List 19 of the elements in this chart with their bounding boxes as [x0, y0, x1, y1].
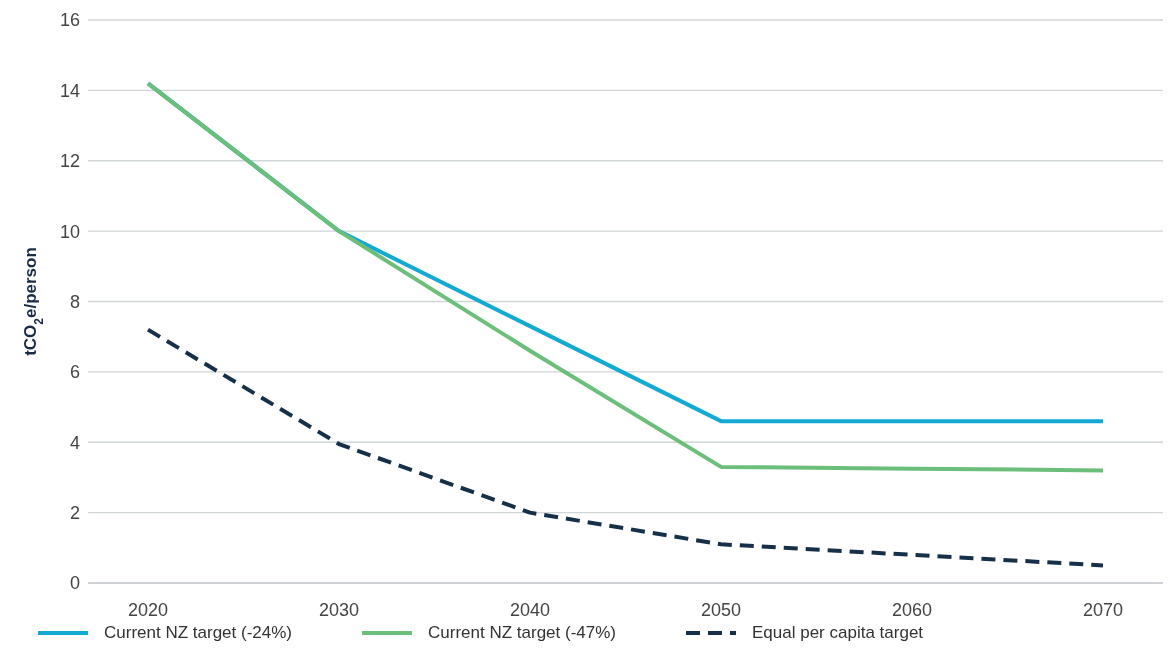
- y-tick-label: 16: [59, 10, 80, 31]
- x-tick-label: 2070: [1082, 599, 1124, 620]
- x-tick-label: 2050: [700, 599, 742, 620]
- y-tick-label: 14: [59, 80, 80, 101]
- legend-label: Equal per capita target: [752, 623, 924, 643]
- x-tick-label: 2020: [127, 599, 169, 620]
- line-series: [146, 327, 1105, 568]
- y-tick-label: 6: [69, 362, 80, 383]
- y-tick-label: 10: [59, 221, 80, 242]
- y-tick-label: 8: [69, 291, 80, 312]
- legend-label: Current NZ target (-47%): [428, 623, 616, 643]
- x-tick-label: 2040: [509, 599, 551, 620]
- y-tick-label: 2: [69, 503, 80, 524]
- x-tick-label: 2060: [891, 599, 933, 620]
- y-tick-label: 0: [69, 573, 80, 594]
- y-tick-label: 4: [69, 432, 80, 453]
- legend-label: Current NZ target (-24%): [104, 623, 292, 643]
- x-tick-label: 2030: [318, 599, 360, 620]
- y-tick-label: 12: [59, 151, 80, 172]
